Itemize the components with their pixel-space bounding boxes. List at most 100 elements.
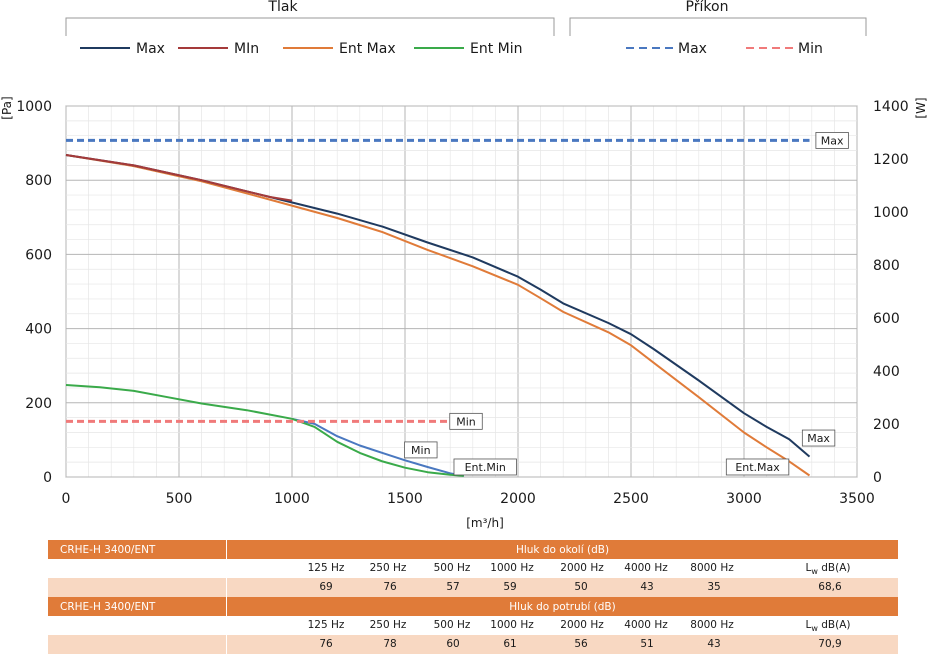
y-right-tick-label: 800: [873, 258, 900, 274]
x-tick-label: 2500: [613, 491, 649, 507]
lw-header: Lw dB(A): [788, 619, 868, 633]
annotation-box: [801, 429, 836, 447]
annotation-label: Min: [456, 415, 476, 428]
value-125: 69: [319, 581, 333, 593]
annotation-box: [725, 458, 790, 476]
freq-250: 250 Hz: [369, 619, 407, 631]
x-tick-label: 500: [166, 491, 193, 507]
lw-subscript: w: [811, 624, 818, 634]
y-axis-right-label: [W]: [914, 97, 928, 118]
legend-label-pressure: Max: [136, 41, 165, 57]
freq-2000: 2000 Hz: [560, 562, 604, 574]
x-tick-label: 0: [62, 491, 71, 507]
annotation-label: Max: [807, 432, 830, 445]
y-left-tick-label: 200: [25, 396, 52, 412]
value-500: 57: [446, 581, 460, 593]
annotation-box: [404, 441, 438, 459]
lw-symbol: L: [805, 562, 812, 574]
value-2000: 50: [574, 581, 588, 593]
y-right-tick-label: 200: [873, 417, 900, 433]
legend-items: Max MIn Ent Max Ent Min Max Min: [80, 41, 823, 57]
lw-subscript: w: [811, 567, 818, 577]
value-250: 78: [383, 638, 397, 650]
value-4000: 51: [640, 638, 654, 650]
y-left-tick-label: 1000: [16, 99, 52, 115]
value-125: 76: [319, 638, 333, 650]
table-header: CRHE-H 3400/ENT Hluk do okolí (dB): [48, 540, 898, 559]
freq-1000: 1000 Hz: [490, 619, 534, 631]
value-8000: 35: [707, 581, 721, 593]
table-title: Hluk do potrubí (dB): [509, 600, 616, 613]
freq-8000: 8000 Hz: [690, 562, 734, 574]
freq-500: 500 Hz: [433, 619, 471, 631]
y-right-tick-label: 1200: [873, 152, 909, 168]
legend-label-pressure: Ent Min: [470, 41, 523, 57]
y-left-tick-label: 800: [25, 173, 52, 189]
y-right-tick-label: 600: [873, 311, 900, 327]
x-tick-label: 1000: [274, 491, 310, 507]
freq-4000: 4000 Hz: [624, 562, 668, 574]
plot-area: 0 500 1000 1500 2000 2500 3000 3500 0 200 400 600 80…: [16, 99, 908, 507]
legend-label-pressure: MIn: [234, 41, 259, 57]
x-tick-label: 2000: [500, 491, 536, 507]
x-axis-label: [m³/h]: [466, 516, 504, 530]
tick-labels: 0 500 1000 1500 2000 2500 3000 3500 0 200 400 600 80…: [16, 99, 908, 507]
freq-8000: 8000 Hz: [690, 619, 734, 631]
annotation-label: Ent.Min: [465, 461, 506, 474]
value-500: 60: [446, 638, 460, 650]
freq-1000: 1000 Hz: [490, 562, 534, 574]
legend-label-power: Min: [798, 41, 823, 57]
value-1000: 59: [503, 581, 517, 593]
series-line-min-left: [291, 417, 464, 477]
value-250: 76: [383, 581, 397, 593]
annotation-label: Ent.Max: [735, 461, 780, 474]
freq-250: 250 Hz: [369, 562, 407, 574]
values-row: 69 76 57 59 50 43 35 68,6: [48, 578, 898, 597]
annotation-box: [815, 132, 849, 149]
legend-label-pressure: Ent Max: [339, 41, 396, 57]
legend-label-power: Max: [678, 41, 707, 57]
y-right-tick-label: 1400: [873, 99, 909, 115]
legend-pressure-frame: [65, 17, 555, 36]
table-header: CRHE-H 3400/ENT Hluk do potrubí (dB): [48, 597, 898, 616]
series-line-ent-min-left: [65, 384, 464, 477]
freq-125: 125 Hz: [307, 562, 345, 574]
value-4000: 43: [640, 581, 654, 593]
series-lines: [65, 138, 811, 477]
annotation-label: Min: [411, 444, 431, 457]
y-left-tick-label: 400: [25, 322, 52, 338]
annotation-box: [449, 412, 483, 430]
legend-power-title: Příkon: [686, 0, 729, 15]
series-line-min-left: [65, 154, 293, 202]
freq-500: 500 Hz: [433, 562, 471, 574]
y-left-tick-label: 0: [43, 470, 52, 486]
series-line-ent-max-left: [65, 154, 811, 477]
fan-curve-chart: Tlak Příkon Max MIn Ent Max Ent Min Max Min 0…: [0, 0, 928, 530]
x-tick-label: 3500: [839, 491, 875, 507]
legend-pressure-title: Tlak: [267, 0, 298, 15]
model-name: CRHE-H 3400/ENT: [48, 540, 227, 559]
table-title: Hluk do okolí (dB): [515, 543, 610, 556]
value-lw: 68,6: [818, 581, 842, 593]
annotation-label: Max: [821, 134, 844, 147]
annotations: Max Min Min Ent.Min Ent.Max Max: [404, 132, 849, 476]
lw-unit: dB(A): [817, 619, 851, 631]
model-name: CRHE-H 3400/ENT: [48, 597, 227, 616]
y-right-tick-label: 1000: [873, 205, 909, 221]
lw-symbol: L: [805, 619, 812, 631]
noise-table-duct: CRHE-H 3400/ENT Hluk do potrubí (dB) 125…: [48, 597, 898, 654]
lw-header: Lw dB(A): [788, 562, 868, 576]
value-8000: 43: [707, 638, 721, 650]
lw-unit: dB(A): [817, 562, 851, 574]
freq-4000: 4000 Hz: [624, 619, 668, 631]
legend-power-frame: [569, 17, 867, 36]
freq-2000: 2000 Hz: [560, 619, 604, 631]
values-row: 76 78 60 61 56 51 43 70,9: [48, 635, 898, 654]
y-left-tick-label: 600: [25, 247, 52, 263]
value-lw: 70,9: [818, 638, 842, 650]
x-tick-label: 1500: [387, 491, 423, 507]
x-tick-label: 3000: [726, 491, 762, 507]
frequency-row: 125 Hz 250 Hz 500 Hz 1000 Hz 2000 Hz 400…: [48, 616, 898, 635]
frequency-row: 125 Hz 250 Hz 500 Hz 1000 Hz 2000 Hz 400…: [48, 559, 898, 578]
value-1000: 61: [503, 638, 517, 650]
